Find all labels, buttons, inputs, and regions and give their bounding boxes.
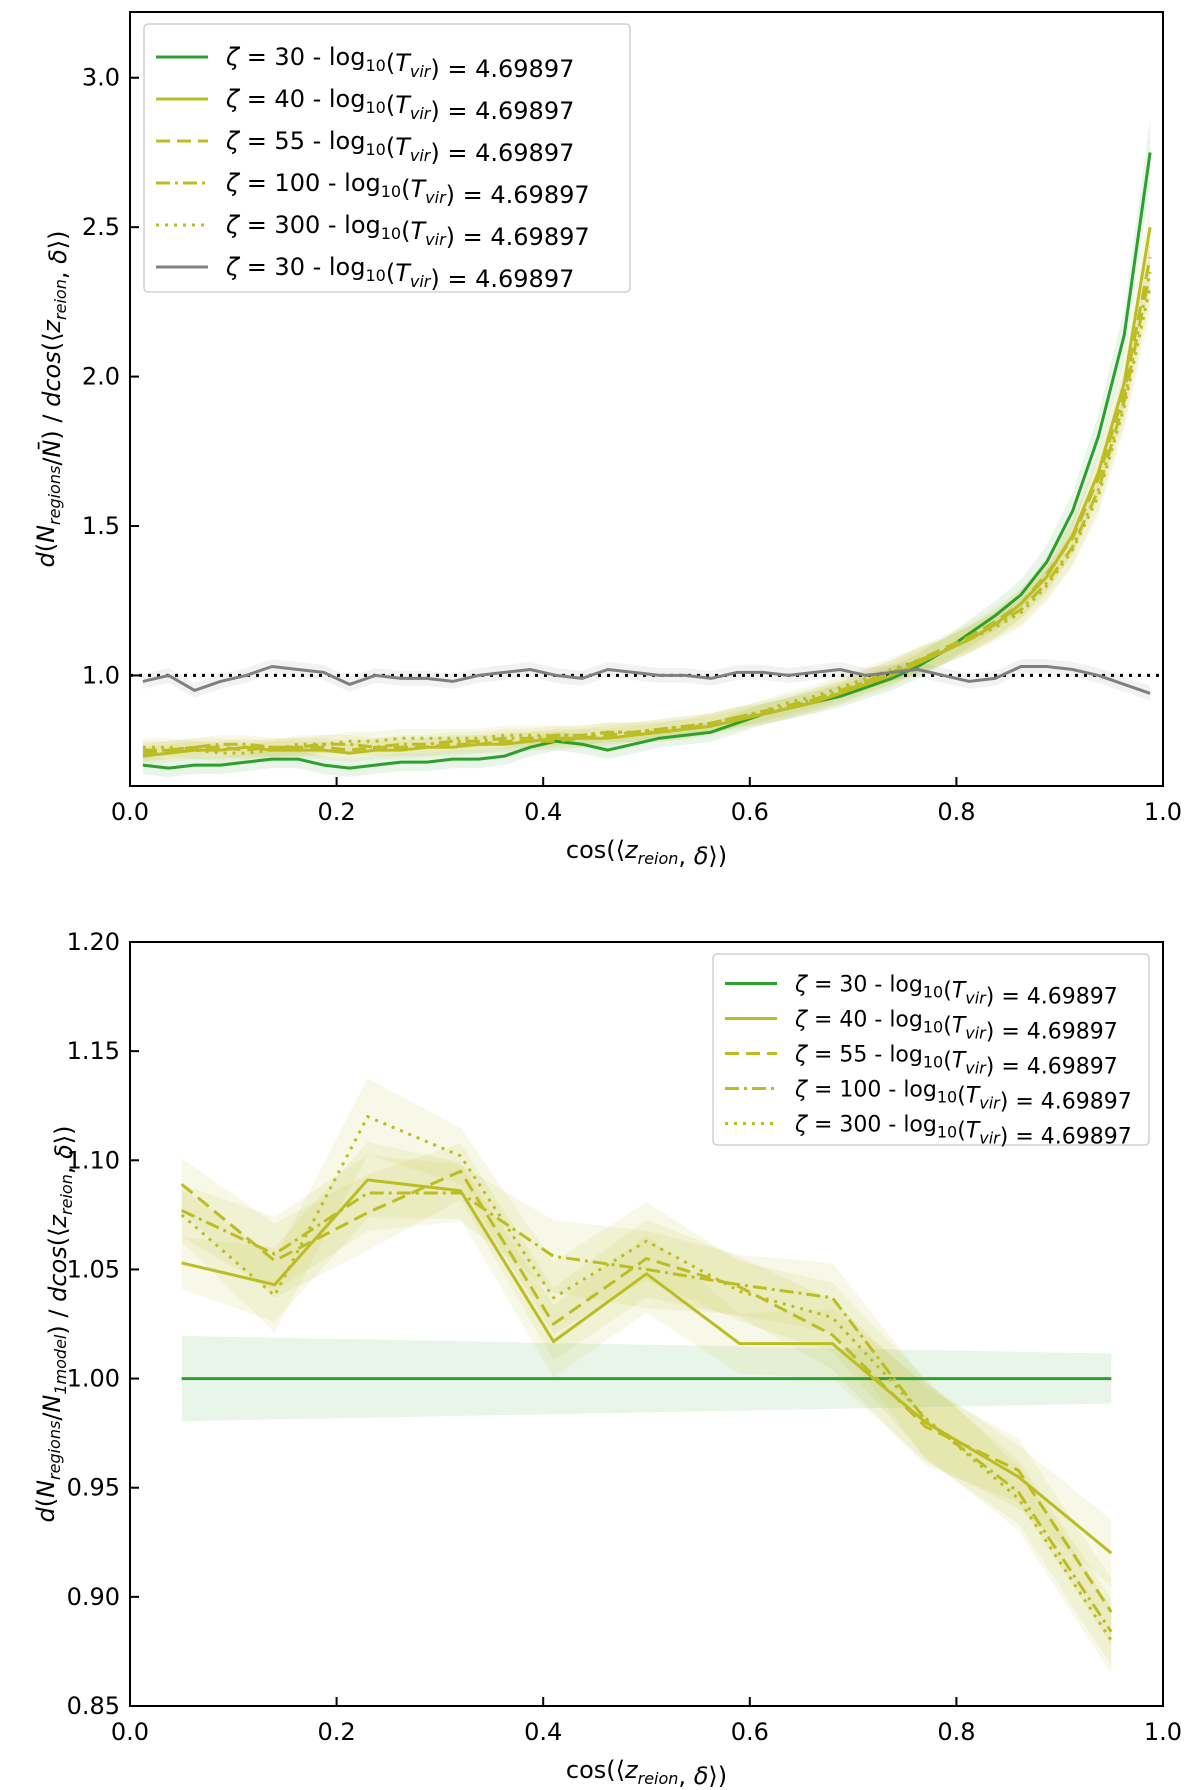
- x-tick-label: 0.0: [111, 1718, 149, 1746]
- x-tick-label: 0.8: [937, 798, 975, 826]
- series-line-5: [180, 1115, 1113, 1642]
- series-line-5: [142, 286, 1152, 755]
- x-tick-label: 0.8: [937, 1718, 975, 1746]
- band-series-6: [142, 659, 1151, 701]
- y-tick-label: 2.0: [82, 363, 120, 391]
- y-tick-label: 2.5: [82, 213, 120, 241]
- y-tick-label: 0.85: [67, 1692, 120, 1720]
- x-tick-label: 0.2: [318, 798, 356, 826]
- x-tick-label: 0.4: [524, 1718, 562, 1746]
- y-axis-label: d(Nregions/N1model) / dcos(⟨zreion, δ⟩): [32, 1125, 78, 1522]
- legend-label-1: ζ = 30 - log10(Tvir) = 4.69897: [225, 43, 574, 83]
- y-tick-label: 1.0: [82, 661, 120, 689]
- x-tick-label: 0.6: [731, 798, 769, 826]
- chart-panel-2: 0.0 0.2 0.4 0.6 0.8 1.0 0.85 0.90 0.95 1.00 1.05 1.…: [32, 928, 1182, 1790]
- y-tick-label: 0.95: [67, 1474, 120, 1502]
- band-series-4: [181, 1154, 1112, 1666]
- series-line-1: [142, 152, 1152, 770]
- legend-box: [143, 23, 631, 293]
- chart-panel-1: 0.0 0.2 0.4 0.6 0.8 1.0 1.0 1.5 2.0 2.5 3.0 cos(⟨zr…: [32, 11, 1182, 870]
- legend-label-4: ζ = 100 - log10(Tvir) = 4.69897: [225, 169, 590, 209]
- series-line-4: [181, 1191, 1113, 1633]
- y-tick-label: 1.00: [67, 1365, 120, 1393]
- series-line-2: [181, 1178, 1113, 1555]
- legend-label-5: ζ = 300 - log10(Tvir) = 4.69897: [794, 1113, 1132, 1150]
- x-tick-label: 1.0: [1144, 798, 1182, 826]
- plot-area: [130, 119, 1163, 778]
- legend-label-6: ζ = 30 - log10(Tvir) = 4.69897: [225, 253, 574, 293]
- series-line-3: [180, 1169, 1113, 1613]
- y-axis-label: d(Nregions/N̄) / dcos(⟨zreion, δ⟩): [32, 230, 72, 567]
- axes-frame: [129, 11, 1164, 787]
- x-axis-label: cos(⟨zreion, δ⟩): [566, 836, 727, 870]
- plot-area: [180, 1078, 1113, 1674]
- legend-label-3: ζ = 55 - log10(Tvir) = 4.69897: [225, 127, 574, 167]
- y-tick-label: 1.5: [82, 512, 120, 540]
- axes-frame: [129, 941, 1164, 1707]
- y-tick-label: 1.20: [67, 928, 120, 956]
- series-line-6: [142, 665, 1151, 695]
- y-tick-label: 1.15: [67, 1037, 120, 1065]
- x-tick-label: 0.0: [111, 798, 149, 826]
- legend-box: [712, 953, 1150, 1146]
- legend-label-5: ζ = 300 - log10(Tvir) = 4.69897: [225, 211, 590, 251]
- legend-label-1: ζ = 30 - log10(Tvir) = 4.69897: [794, 973, 1118, 1010]
- x-tick-label: 0.4: [524, 798, 562, 826]
- y-tick-label: 1.05: [67, 1255, 120, 1283]
- x-axis-label: cos(⟨zreion, δ⟩): [566, 1756, 727, 1790]
- x-tick-label: 0.6: [731, 1718, 769, 1746]
- y-tick-label: 0.90: [67, 1583, 120, 1611]
- legend-label-3: ζ = 55 - log10(Tvir) = 4.69897: [794, 1043, 1118, 1080]
- legend-label-2: ζ = 40 - log10(Tvir) = 4.69897: [794, 1008, 1118, 1045]
- y-tick-label: 1.10: [67, 1146, 120, 1174]
- legend-label-4: ζ = 100 - log10(Tvir) = 4.69897: [794, 1078, 1132, 1115]
- y-tick-label: 3.0: [82, 64, 120, 92]
- legend-label-2: ζ = 40 - log10(Tvir) = 4.69897: [225, 85, 574, 125]
- x-tick-label: 0.2: [318, 1718, 356, 1746]
- x-tick-label: 1.0: [1144, 1718, 1182, 1746]
- band-series-5: [142, 259, 1151, 763]
- band-series-3: [181, 1143, 1112, 1646]
